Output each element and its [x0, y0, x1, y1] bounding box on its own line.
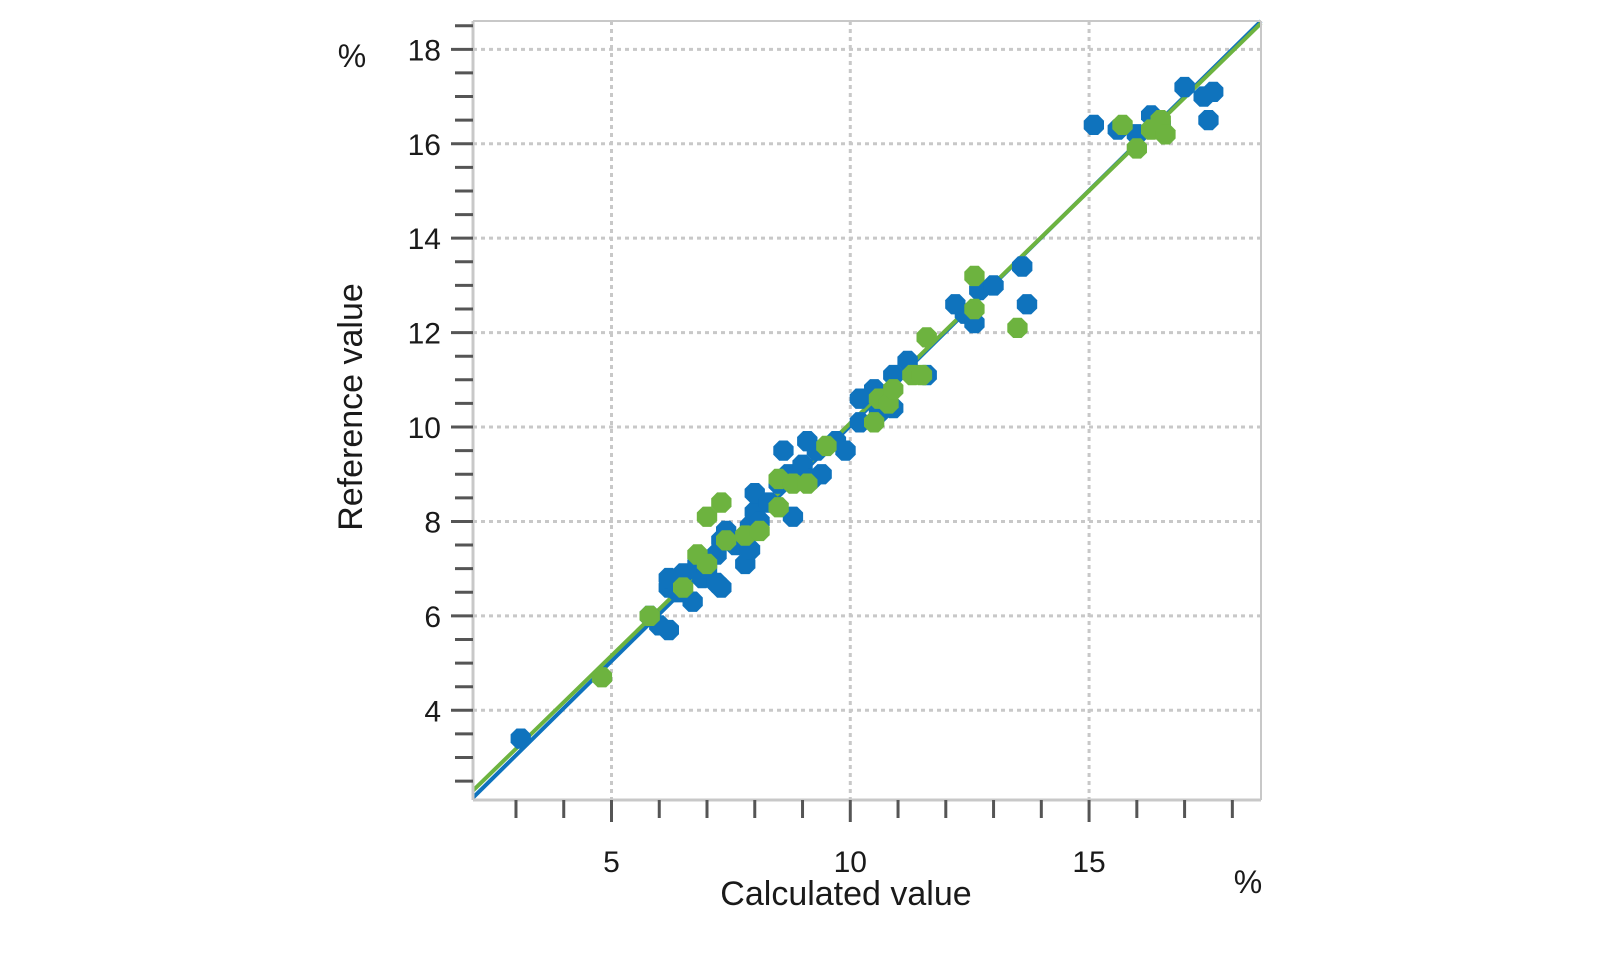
data-point-green [1112, 114, 1133, 135]
data-point-green [911, 364, 933, 386]
data-point-green [797, 473, 818, 494]
data-point-blue [773, 440, 794, 461]
axis-labels: Calculated value Reference value % % [332, 38, 1262, 913]
y-tick-label: 16 [408, 129, 441, 162]
y-tick-label: 8 [424, 506, 441, 539]
data-point-green [964, 298, 985, 320]
axes: 4 6 8 10 12 14 16 18 5 10 15 [408, 20, 1262, 879]
data-point-blue [1198, 110, 1219, 131]
y-tick-label: 14 [408, 223, 441, 256]
data-point-green [696, 553, 718, 575]
data-point-green [696, 506, 718, 527]
data-point-blue [1016, 294, 1038, 315]
data-point-blue [1174, 76, 1195, 98]
data-points [510, 76, 1224, 749]
data-point-green [816, 435, 837, 457]
data-point-green [916, 327, 937, 348]
data-point-blue [983, 275, 1004, 296]
data-point-green [864, 412, 885, 433]
x-axis-title: Calculated value [720, 875, 971, 913]
y-tick-label: 4 [424, 695, 441, 728]
y-axis-unit: % [338, 38, 366, 74]
data-point-blue [510, 728, 531, 749]
data-point-green [749, 520, 770, 542]
data-point-blue [1203, 81, 1224, 102]
data-point-green [964, 265, 985, 287]
x-tick-label: 5 [603, 846, 620, 879]
x-tick-label: 15 [1072, 846, 1105, 879]
y-tick-label: 18 [408, 34, 441, 67]
x-tick-label: 10 [834, 846, 867, 879]
data-point-blue [1083, 114, 1104, 135]
x-axis-unit: % [1234, 864, 1262, 900]
data-point-green [1007, 317, 1028, 338]
data-point-green [883, 379, 904, 400]
data-point-blue [835, 440, 856, 461]
y-axis-title: Reference value [332, 283, 370, 531]
data-point-blue [1012, 256, 1033, 277]
y-tick-label: 10 [408, 412, 441, 445]
data-point-green [639, 605, 660, 626]
data-point-green [1126, 138, 1147, 159]
data-point-green [711, 492, 732, 513]
data-point-blue [658, 619, 679, 641]
y-tick-label: 6 [424, 601, 441, 634]
data-point-blue [711, 577, 732, 598]
y-tick-label: 12 [408, 318, 441, 351]
data-point-green [673, 577, 694, 598]
data-point-green [768, 497, 789, 518]
data-point-green [591, 667, 613, 688]
data-point-green [716, 530, 737, 551]
data-point-green [1155, 124, 1176, 145]
